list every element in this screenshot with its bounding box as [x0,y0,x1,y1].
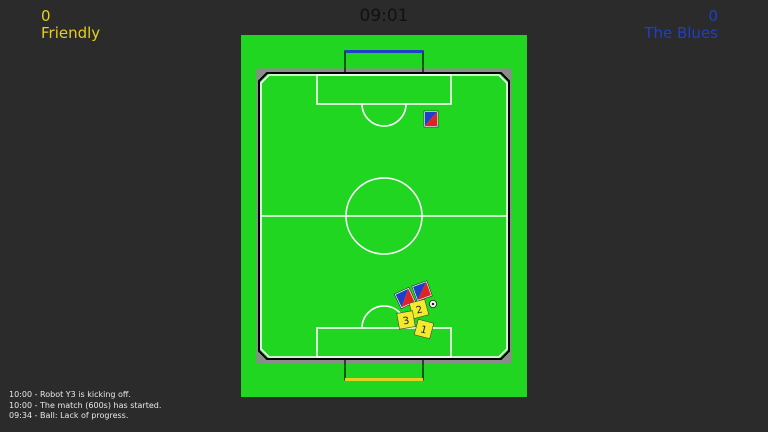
field-lines [260,74,508,358]
log-entry: 10:00 - The match (600s) has started. [9,400,162,410]
right-team-score: 0 [708,7,718,25]
log-entry: 10:00 - Robot Y3 is kicking off. [9,390,131,399]
bottom-goal [344,358,424,381]
robot-yellow-1[interactable]: 1 [413,318,435,340]
robot-yellow-2-number: 2 [415,304,424,316]
right-team-name: The Blues [644,24,718,42]
log-entry: 09:34 - Ball: Lack of progress. [9,411,129,420]
left-team-score: 0 [41,7,51,25]
soccer-field[interactable]: 2 3 1 [241,35,527,397]
event-log: 10:00 - Robot Y3 is kicking off. 10:00 -… [9,390,161,422]
left-team-name: Friendly [41,24,101,42]
right-team-score-block: 0 The Blues [644,8,718,42]
robot-blue-1[interactable] [423,110,439,128]
robot-yellow-3[interactable]: 3 [396,310,416,330]
robot-blue-3[interactable] [411,280,433,302]
top-goal [344,50,424,74]
match-clock: 09:01 [359,6,409,26]
soccer-ball-icon[interactable] [429,300,437,308]
robot-yellow-1-number: 1 [419,324,428,336]
field-boundary-black [258,72,510,360]
left-team-score-block: 0 Friendly [41,8,100,42]
robot-yellow-3-number: 3 [402,316,410,328]
